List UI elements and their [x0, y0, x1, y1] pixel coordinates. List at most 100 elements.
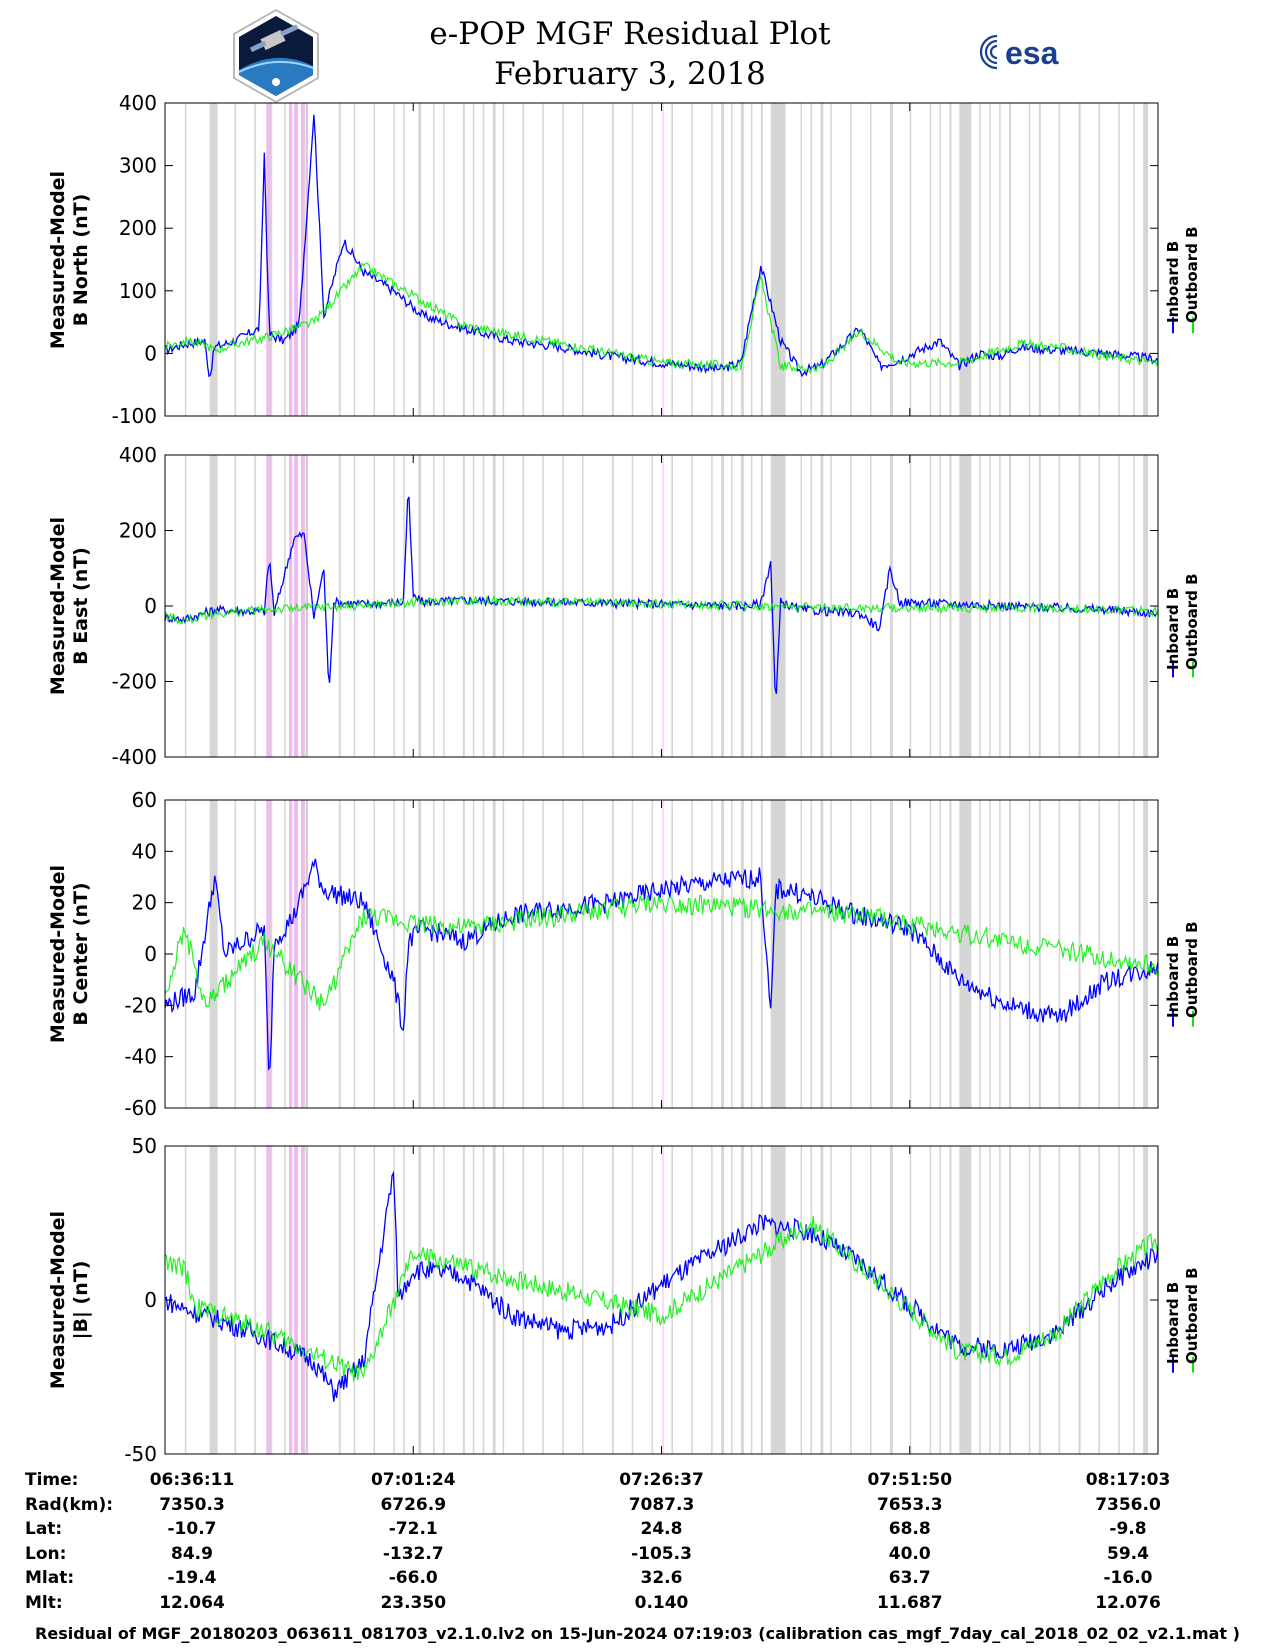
flag-band	[289, 103, 293, 416]
data-gap-line	[850, 455, 852, 757]
data-gap-band	[820, 800, 824, 1108]
data-gap-line	[909, 103, 912, 416]
data-gap-line	[1098, 800, 1100, 1108]
data-gap-line	[979, 800, 981, 1108]
panel-4: 50 0 -50	[124, 1134, 1194, 1466]
info-cell: 63.7	[888, 1568, 931, 1588]
data-gap-line	[1118, 103, 1120, 416]
data-gap-line	[691, 103, 693, 416]
info-row: Mlat: -19.4 -66.0 32.6 63.7 -16.0	[0, 1568, 1275, 1592]
info-row-label: Rad(km):	[25, 1494, 114, 1515]
info-row-label: Lat:	[25, 1519, 63, 1539]
legend-entry: Outboard B	[1183, 921, 1201, 1018]
data-gap-line	[1133, 455, 1135, 757]
panel-2: 400 200 0 -200 -400	[112, 443, 1194, 769]
y-axis-label-line-2: B Center (nT)	[70, 882, 92, 1026]
data-gap-line	[631, 1146, 634, 1454]
data-gap-band	[820, 103, 824, 416]
data-gap-band	[418, 455, 422, 757]
info-row: Rad(km): 7350.3 6726.9 7087.3 7653.3 7356.0	[0, 1495, 1275, 1519]
legend-entry: Inboard B	[1164, 241, 1182, 324]
data-gap-band	[1143, 800, 1149, 1108]
data-gap-line	[731, 1146, 733, 1454]
flag-band	[289, 1146, 293, 1454]
legend-entry: Outboard B	[1183, 226, 1201, 324]
data-gap-band	[1038, 1146, 1041, 1454]
data-gap-line	[870, 103, 872, 416]
y-axis-label-line-2: |B| (nT)	[70, 1260, 92, 1340]
data-gap-band	[959, 800, 972, 1108]
data-gap-line	[810, 103, 812, 416]
flag-band	[294, 1146, 299, 1454]
data-gap-band	[770, 1146, 786, 1454]
data-gap-band	[740, 455, 744, 757]
data-gap-line	[234, 103, 237, 416]
data-gap-line	[711, 800, 713, 1108]
data-gap-line	[850, 103, 852, 416]
footer-caption: Residual of MGF_20180203_063611_081703_v…	[35, 1624, 1240, 1643]
data-gap-line	[989, 1146, 991, 1454]
data-gap-line	[870, 800, 872, 1108]
data-gap-line	[1028, 103, 1031, 416]
legend-entry: Outboard B	[1183, 1267, 1201, 1364]
y-axis-label: Measured-Model B Center (nT)	[47, 834, 93, 1074]
data-gap-line	[1098, 455, 1100, 757]
y-tick-label: 0	[144, 1288, 157, 1312]
info-cell: 6726.9	[380, 1494, 447, 1515]
data-gap-band	[418, 1146, 422, 1454]
panel-1: 400 300 200 100 0 -100	[112, 91, 1194, 428]
data-gap-line	[909, 800, 912, 1108]
data-gap-line	[542, 800, 544, 1108]
data-gap-line	[284, 455, 286, 757]
data-gap-line	[353, 455, 356, 757]
series-line-outboard-b	[164, 1215, 1159, 1382]
y-axis-label: Measured-Model B North (nT)	[47, 140, 93, 380]
legend-entry: Inboard B	[1164, 1281, 1182, 1364]
info-cell: -132.7	[382, 1543, 444, 1564]
info-cell: 06:36:11	[149, 1470, 235, 1490]
flag-band	[266, 800, 271, 1108]
data-gap-line	[304, 103, 306, 416]
data-gap-line	[1133, 800, 1135, 1108]
data-gap-line	[542, 103, 544, 416]
data-gap-band	[1078, 1146, 1081, 1454]
flag-band	[294, 103, 299, 416]
data-gap-line	[870, 1146, 872, 1454]
data-gap-line	[373, 800, 376, 1108]
title-line-2: February 3, 2018	[494, 56, 766, 92]
info-cell: 12.076	[1095, 1592, 1161, 1613]
data-gap-line	[482, 800, 485, 1108]
data-gap-line	[850, 800, 852, 1108]
data-gap-line	[562, 800, 564, 1108]
data-gap-band	[418, 103, 422, 416]
data-gap-band	[1009, 800, 1012, 1108]
data-gap-line	[1098, 1146, 1100, 1454]
info-cell: -105.3	[631, 1543, 692, 1564]
data-gap-band	[1038, 800, 1041, 1108]
data-gap-band	[338, 800, 341, 1108]
data-gap-band	[889, 103, 893, 416]
data-gap-line	[562, 455, 564, 757]
data-gap-line	[999, 800, 1001, 1108]
data-gap-band	[760, 1146, 763, 1454]
data-gap-line	[403, 1146, 405, 1454]
y-tick-label: -60	[124, 1096, 157, 1120]
series-line-outboard-b	[164, 594, 1159, 625]
legend-entry: Inboard B	[1164, 587, 1182, 670]
y-tick-label: 400	[119, 91, 157, 115]
data-gap-line	[254, 800, 256, 1108]
info-cell: 40.0	[888, 1543, 931, 1564]
flag-band	[662, 800, 664, 1108]
data-gap-line	[184, 800, 187, 1108]
data-gap-line	[651, 1146, 654, 1454]
legend-entry: Outboard B	[1183, 573, 1201, 670]
y-axis-label-line-1: Measured-Model	[47, 1210, 69, 1390]
data-gap-line	[284, 800, 286, 1108]
data-gap-band	[492, 800, 496, 1108]
data-gap-band	[209, 800, 218, 1108]
y-tick-label: 50	[132, 1134, 157, 1158]
data-gap-line	[929, 1146, 932, 1454]
flag-band	[289, 455, 293, 757]
esa-logo: esa	[979, 34, 1059, 71]
data-gap-line	[433, 103, 435, 416]
